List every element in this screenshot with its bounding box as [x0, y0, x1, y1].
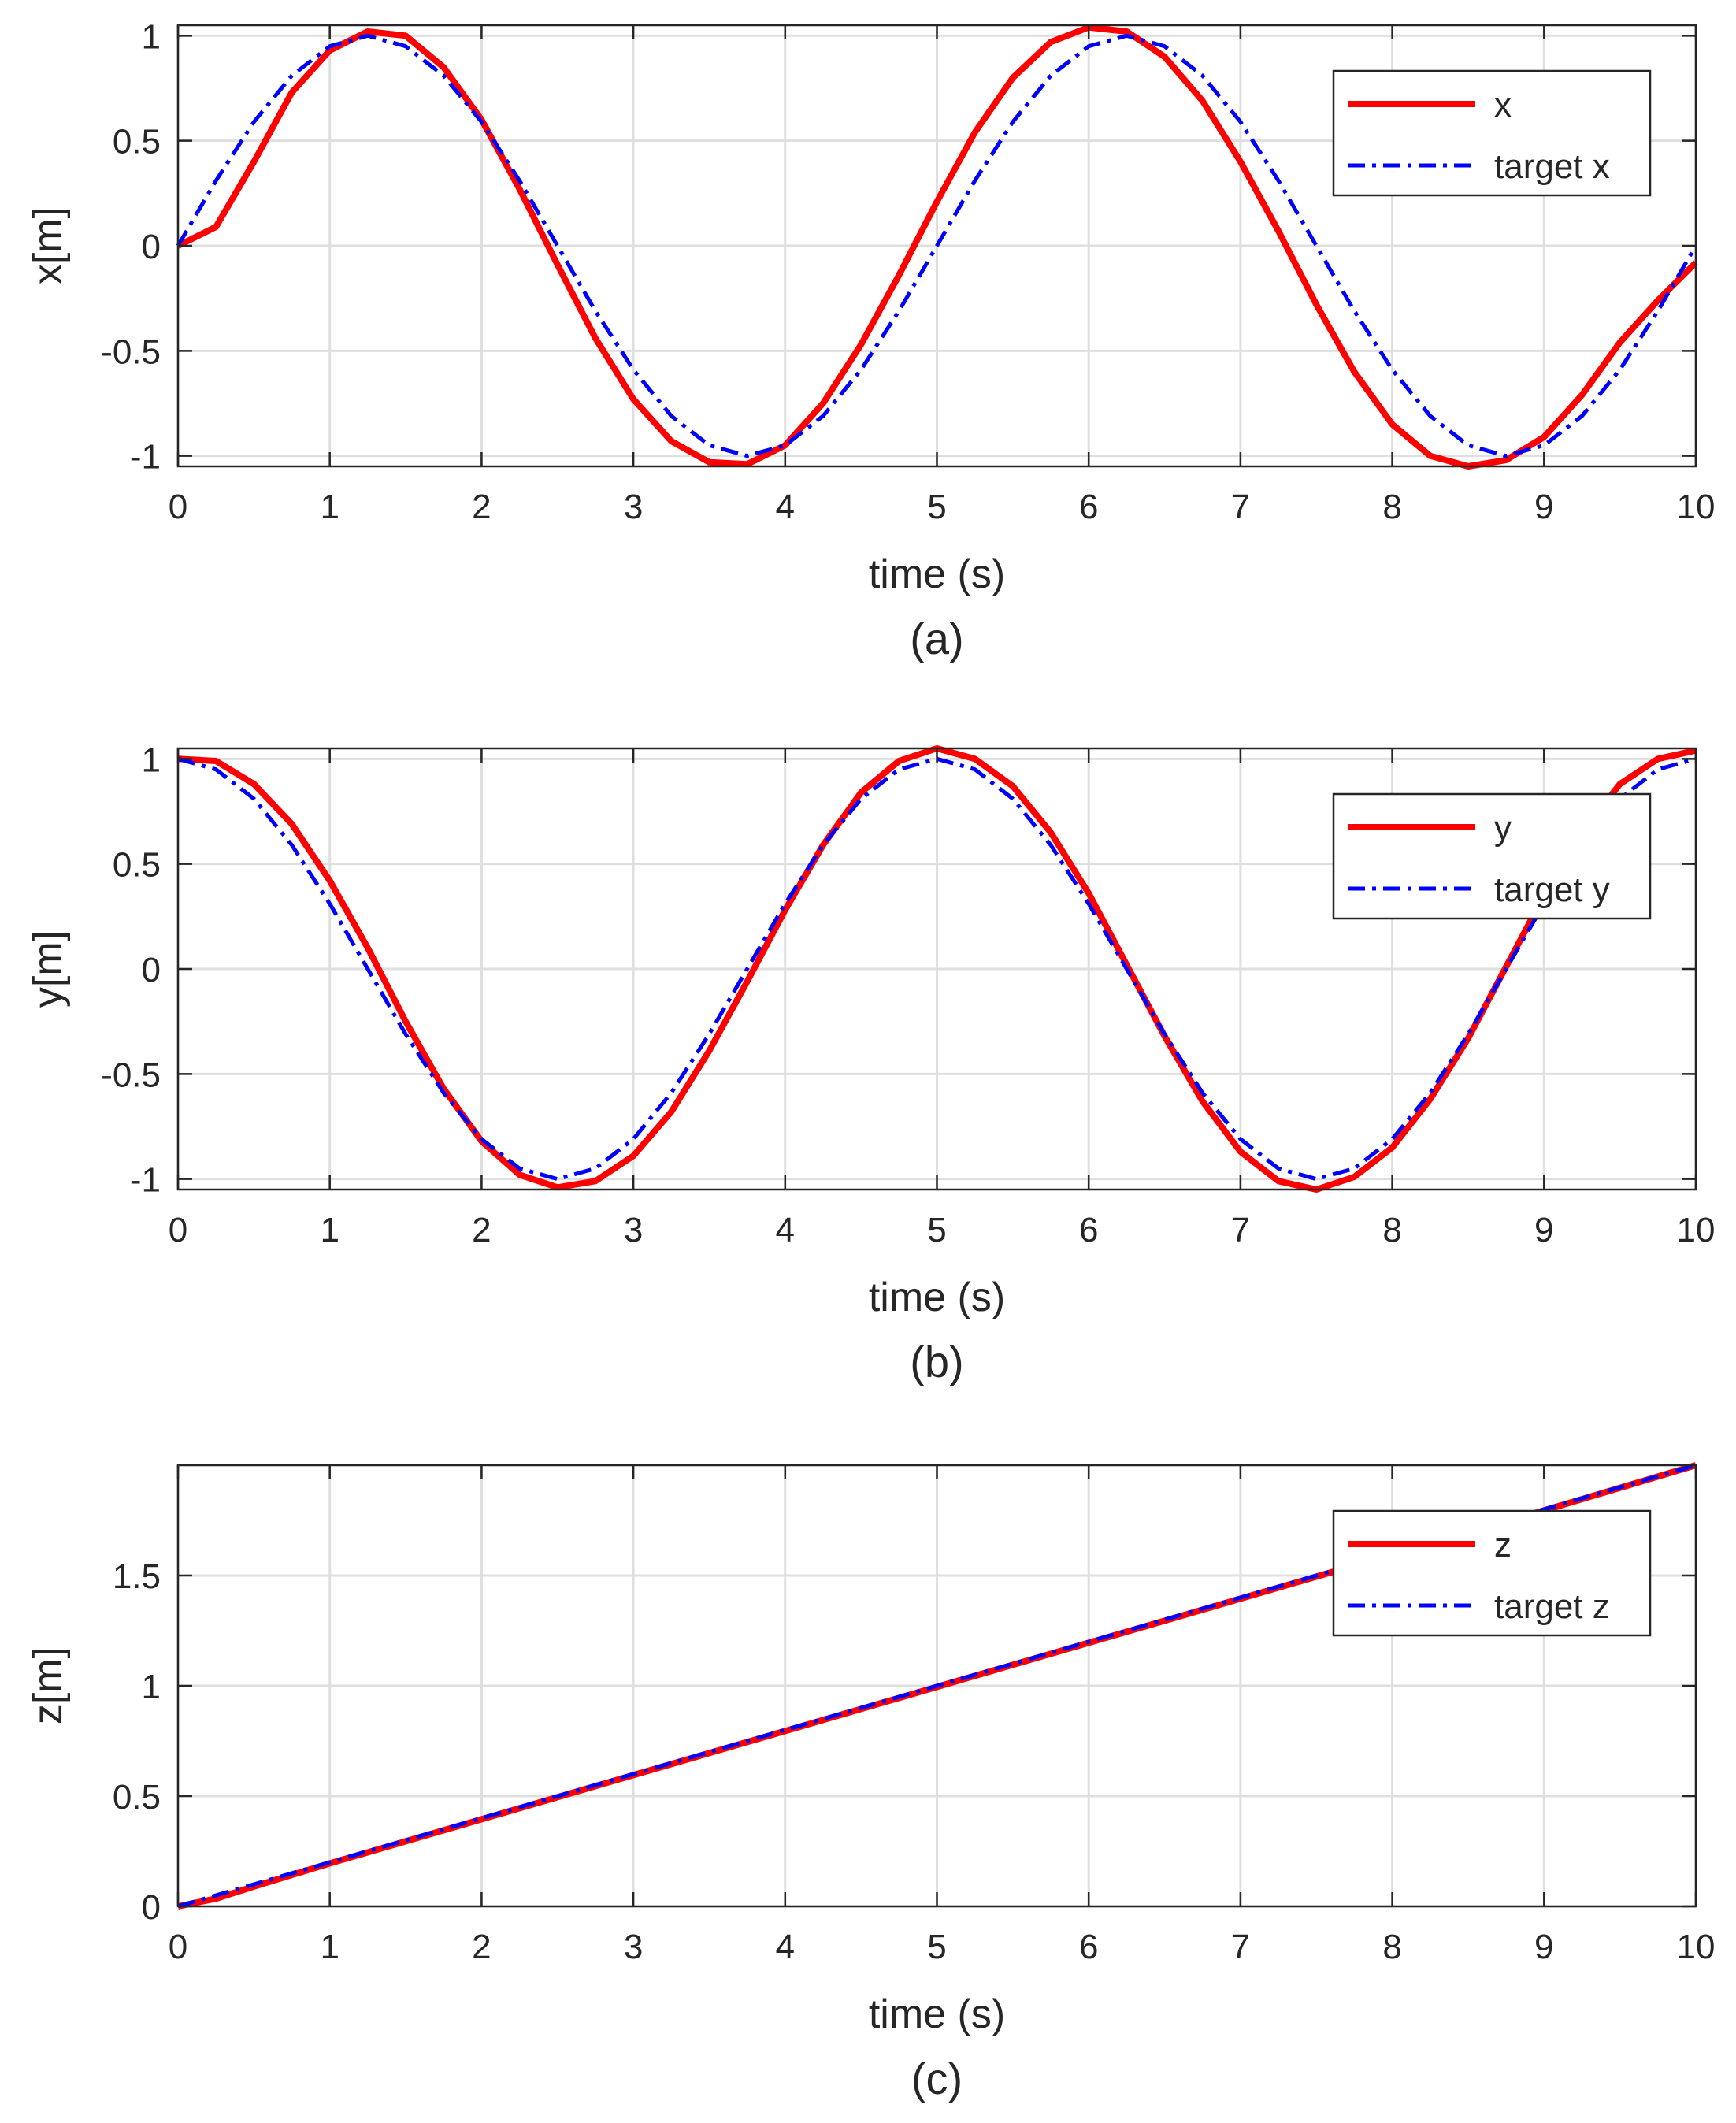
- x-tick-label: 0: [169, 1928, 187, 1966]
- y-tick-label: 1: [142, 740, 161, 779]
- x-tick-label: 2: [472, 1211, 491, 1249]
- x-tick-label: 9: [1534, 488, 1553, 526]
- panel-label: (b): [910, 1337, 963, 1386]
- y-axis-label: y[m]: [25, 930, 71, 1008]
- y-tick-label: 0: [142, 228, 161, 266]
- x-tick-label: 9: [1534, 1211, 1553, 1249]
- x-tick-label: 10: [1677, 1928, 1716, 1966]
- x-axis-label: time (s): [869, 551, 1005, 597]
- legend-label: target y: [1494, 870, 1610, 909]
- x-tick-label: 8: [1382, 1928, 1401, 1966]
- y-tick-label: -1: [130, 1161, 161, 1200]
- y-tick-label: 0: [142, 951, 161, 989]
- chart-panel-2: 0 1 2 3 4 5 6 7 8 9 10 -1 -0.5 0 0.5 1 time (s) y[m] (b) yt…: [25, 740, 1715, 1386]
- y-axis-label: z[m]: [25, 1647, 71, 1724]
- x-tick-label: 5: [927, 1928, 946, 1966]
- x-axis-label: time (s): [869, 1275, 1005, 1320]
- legend-box: [1332, 792, 1652, 920]
- legend: y target y: [1332, 792, 1652, 920]
- x-axis-label: time (s): [869, 1991, 1005, 2037]
- legend: x target x: [1332, 69, 1652, 197]
- chart-panel-1: 0 1 2 3 4 5 6 7 8 9 10 -1 -0.5 0 0.5 1 time (s) x[m] (a) xt…: [25, 17, 1715, 663]
- series-line-target-z: [177, 1463, 1697, 1909]
- x-tick-label: 5: [927, 1211, 946, 1249]
- y-axis-label: x[m]: [25, 207, 71, 284]
- y-tick-label: 0: [142, 1888, 161, 1927]
- x-tick-label: 8: [1382, 488, 1401, 526]
- x-tick-label: 3: [624, 1928, 643, 1966]
- legend-label: target z: [1494, 1587, 1610, 1626]
- legend-label: target x: [1494, 147, 1610, 186]
- x-tick-label: 10: [1677, 488, 1716, 526]
- x-tick-label: 9: [1534, 1928, 1553, 1966]
- x-tick-label: 5: [927, 488, 946, 526]
- x-tick-label: 7: [1231, 488, 1250, 526]
- panel-label: (a): [910, 614, 963, 663]
- y-tick-label: 0.5: [113, 1778, 161, 1817]
- legend-label: y: [1494, 809, 1512, 848]
- x-tick-label: 7: [1231, 1928, 1250, 1966]
- y-tick-label: 0.5: [113, 123, 161, 161]
- x-tick-label: 7: [1231, 1211, 1250, 1249]
- panel-label: (c): [911, 2054, 963, 2103]
- x-tick-label: 0: [169, 488, 187, 526]
- y-tick-label: 1.5: [113, 1557, 161, 1596]
- legend: z target z: [1332, 1509, 1652, 1637]
- x-tick-label: 4: [776, 1928, 795, 1966]
- y-tick-label: 0.5: [113, 846, 161, 885]
- x-tick-label: 2: [472, 488, 491, 526]
- series-line-target-x: [176, 33, 1698, 458]
- y-tick-label: 1: [142, 17, 161, 56]
- y-tick-label: 1: [142, 1668, 161, 1706]
- legend-label: z: [1494, 1526, 1512, 1564]
- x-tick-label: 6: [1079, 1928, 1098, 1966]
- x-tick-label: 10: [1677, 1211, 1716, 1249]
- x-tick-label: 6: [1079, 1211, 1098, 1249]
- legend-box: [1332, 69, 1652, 197]
- y-tick-label: -0.5: [101, 1056, 161, 1094]
- y-tick-label: -0.5: [101, 332, 161, 371]
- x-tick-label: 4: [776, 488, 795, 526]
- legend-label: x: [1494, 86, 1512, 124]
- x-tick-label: 1: [320, 1928, 339, 1966]
- legend-box: [1332, 1509, 1652, 1637]
- chart-panel-3: 0 1 2 3 4 5 6 7 8 9 10 0 0.5 1 1.5 time (s) z[m] (c) z targ…: [25, 1462, 1716, 2103]
- x-tick-label: 1: [320, 488, 339, 526]
- x-tick-label: 3: [624, 488, 643, 526]
- x-tick-label: 8: [1382, 1211, 1401, 1249]
- x-tick-label: 0: [169, 1211, 187, 1249]
- x-tick-label: 3: [624, 1211, 643, 1249]
- series-line-x: [176, 24, 1698, 470]
- x-tick-label: 1: [320, 1211, 339, 1249]
- x-tick-label: 4: [776, 1211, 795, 1249]
- x-tick-label: 6: [1079, 488, 1098, 526]
- x-tick-label: 2: [472, 1928, 491, 1966]
- y-tick-label: -1: [130, 438, 161, 477]
